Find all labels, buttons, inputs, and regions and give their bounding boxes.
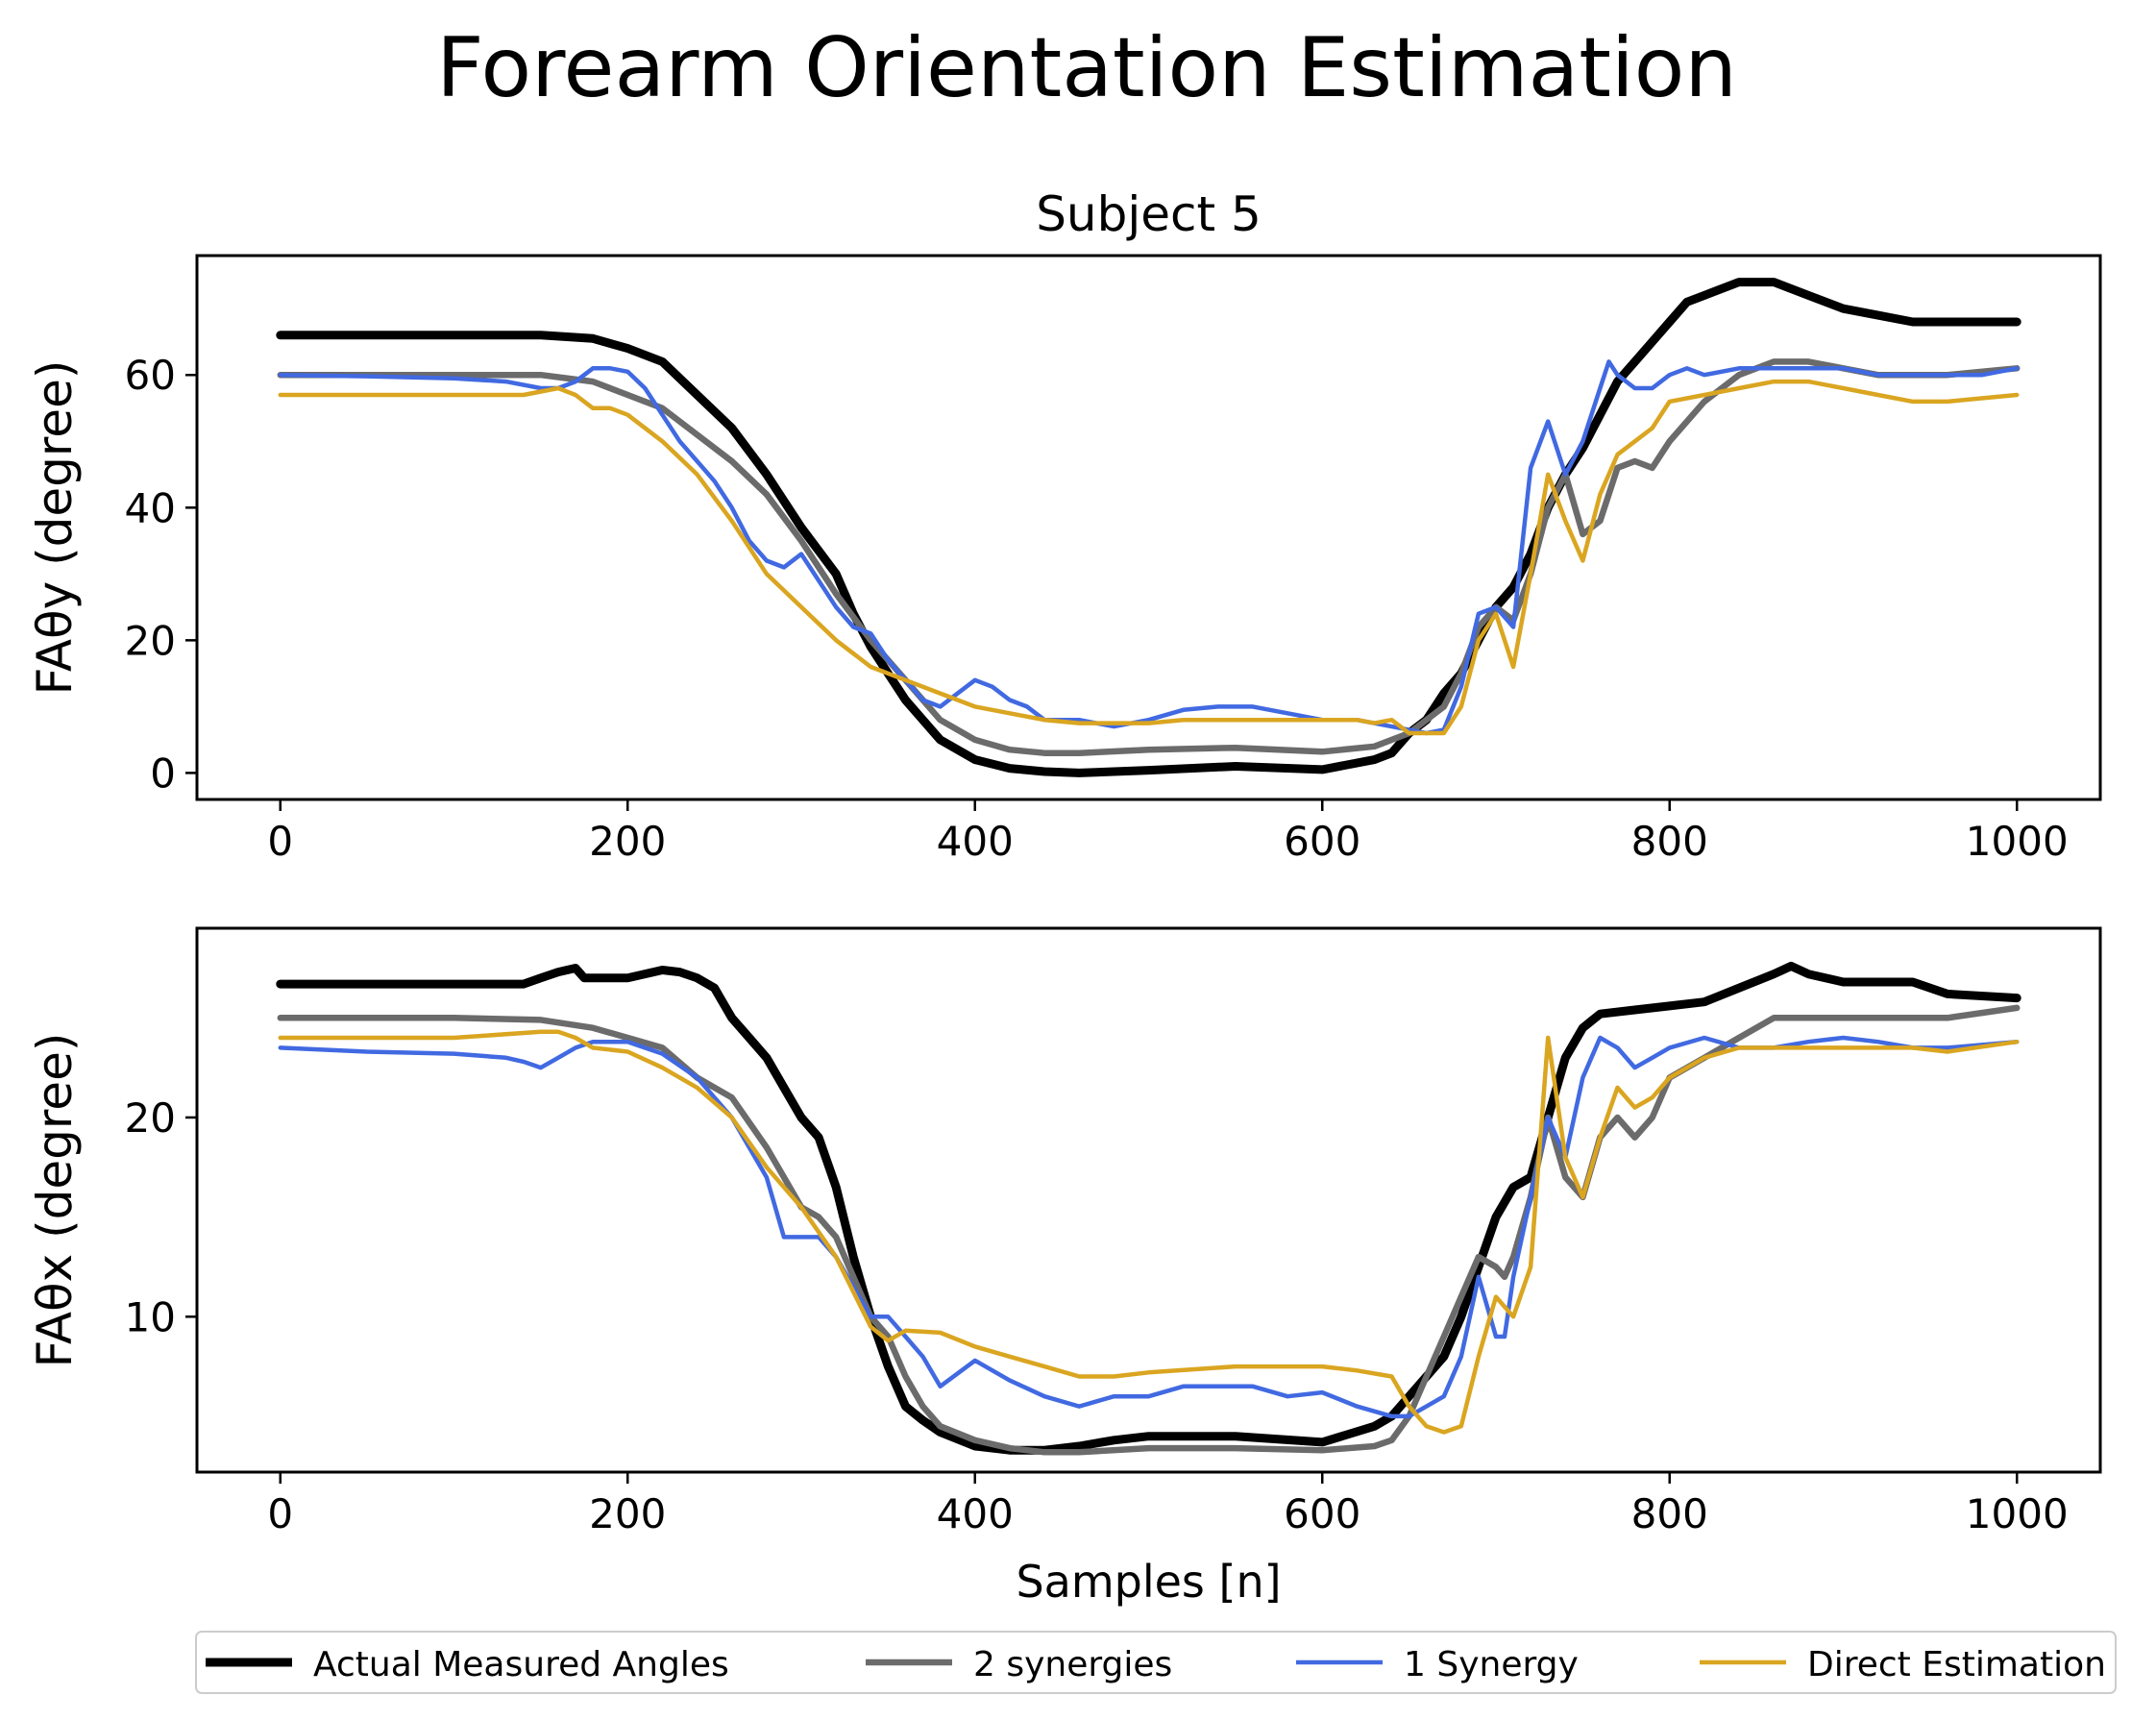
x-tick-label: 1000 [1966,818,2069,865]
x-axis-label: Samples [n] [1016,1556,1281,1608]
x-tick-label: 400 [937,1490,1014,1537]
y-tick-label: 40 [125,484,176,531]
y-tick-label: 0 [150,749,176,797]
figure-title: Forearm Orientation Estimation [436,20,1737,116]
x-tick-label: 1000 [1966,1490,2069,1537]
y-tick-label: 20 [125,617,176,664]
x-tick-label: 800 [1631,1490,1708,1537]
legend-frame [195,1631,2117,1694]
legend-label-2-synergies: 2 synergies [973,1645,1172,1684]
axes-frame [195,926,2102,1474]
legend-label-direct-estimation: Direct Estimation [1807,1645,2106,1684]
x-tick-label: 600 [1284,818,1360,865]
x-tick-label: 0 [267,818,293,865]
y-tick-label: 10 [125,1293,176,1340]
y-axis-label: FAθx (degree) [27,1033,83,1368]
series-line-2-synergies [277,358,2021,756]
y-tick-label: 60 [125,352,176,399]
x-tick-label: 600 [1284,1490,1360,1537]
x-tick-label: 0 [267,1490,293,1537]
legend: Actual Measured Angles 2 synergies 1 Syner… [195,1631,2117,1694]
legend-label-1-synergy: 1 Synergy [1404,1645,1579,1684]
subplot-title: Subject 5 [1036,186,1262,242]
y-tick-label: 20 [125,1094,176,1142]
bottom-axes: 0 200 400 600 800 1000 10 20 FAθx (degree) Sample… [27,926,2102,1608]
series-line-1-synergy [278,1035,2020,1419]
x-tick-label: 800 [1631,818,1708,865]
x-tick-label: 200 [589,1490,666,1537]
series-line-actual-measured-angles [276,961,2021,1455]
x-tick-label: 200 [589,818,666,865]
series-line-direct-estimation [278,379,2020,736]
series-line-direct-estimation [278,1029,2020,1435]
axes-frame [195,254,2102,801]
legend-label-actual-measured-angles: Actual Measured Angles [313,1645,729,1684]
y-axis-label: FAθy (degree) [27,360,83,696]
series-line-1-synergy [278,359,2020,736]
top-axes: 0 200 400 600 800 1000 0 20 40 60 Subject 5 FAθy (d… [27,186,2102,865]
x-tick-label: 400 [937,818,1014,865]
series-line-actual-measured-angles [276,278,2021,777]
series-line-2-synergies [277,1004,2021,1456]
